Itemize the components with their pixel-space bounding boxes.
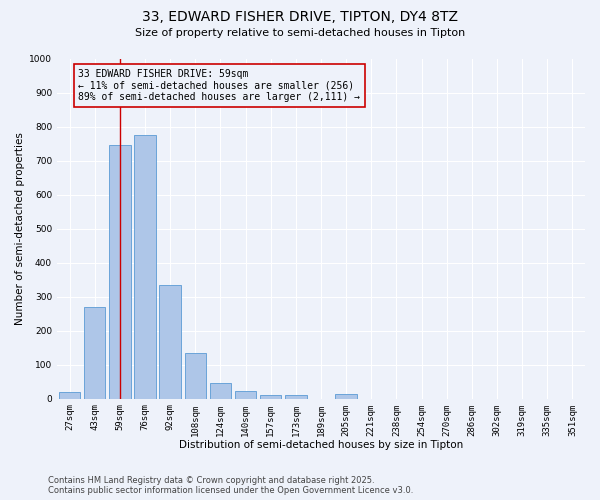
Bar	[109, 146, 131, 398]
Text: Contains HM Land Registry data © Crown copyright and database right 2025.
Contai: Contains HM Land Registry data © Crown c…	[48, 476, 413, 495]
Text: 33 EDWARD FISHER DRIVE: 59sqm
← 11% of semi-detached houses are smaller (256)
89: 33 EDWARD FISHER DRIVE: 59sqm ← 11% of s…	[79, 68, 361, 102]
Bar	[285, 396, 307, 398]
Bar	[134, 135, 156, 398]
Text: Size of property relative to semi-detached houses in Tipton: Size of property relative to semi-detach…	[135, 28, 465, 38]
X-axis label: Distribution of semi-detached houses by size in Tipton: Distribution of semi-detached houses by …	[179, 440, 463, 450]
Bar	[335, 394, 357, 398]
Text: 33, EDWARD FISHER DRIVE, TIPTON, DY4 8TZ: 33, EDWARD FISHER DRIVE, TIPTON, DY4 8TZ	[142, 10, 458, 24]
Bar	[235, 391, 256, 398]
Bar	[260, 394, 281, 398]
Bar	[210, 384, 231, 398]
Y-axis label: Number of semi-detached properties: Number of semi-detached properties	[15, 132, 25, 325]
Bar	[185, 353, 206, 399]
Bar	[59, 392, 80, 398]
Bar	[160, 284, 181, 399]
Bar	[84, 307, 106, 398]
